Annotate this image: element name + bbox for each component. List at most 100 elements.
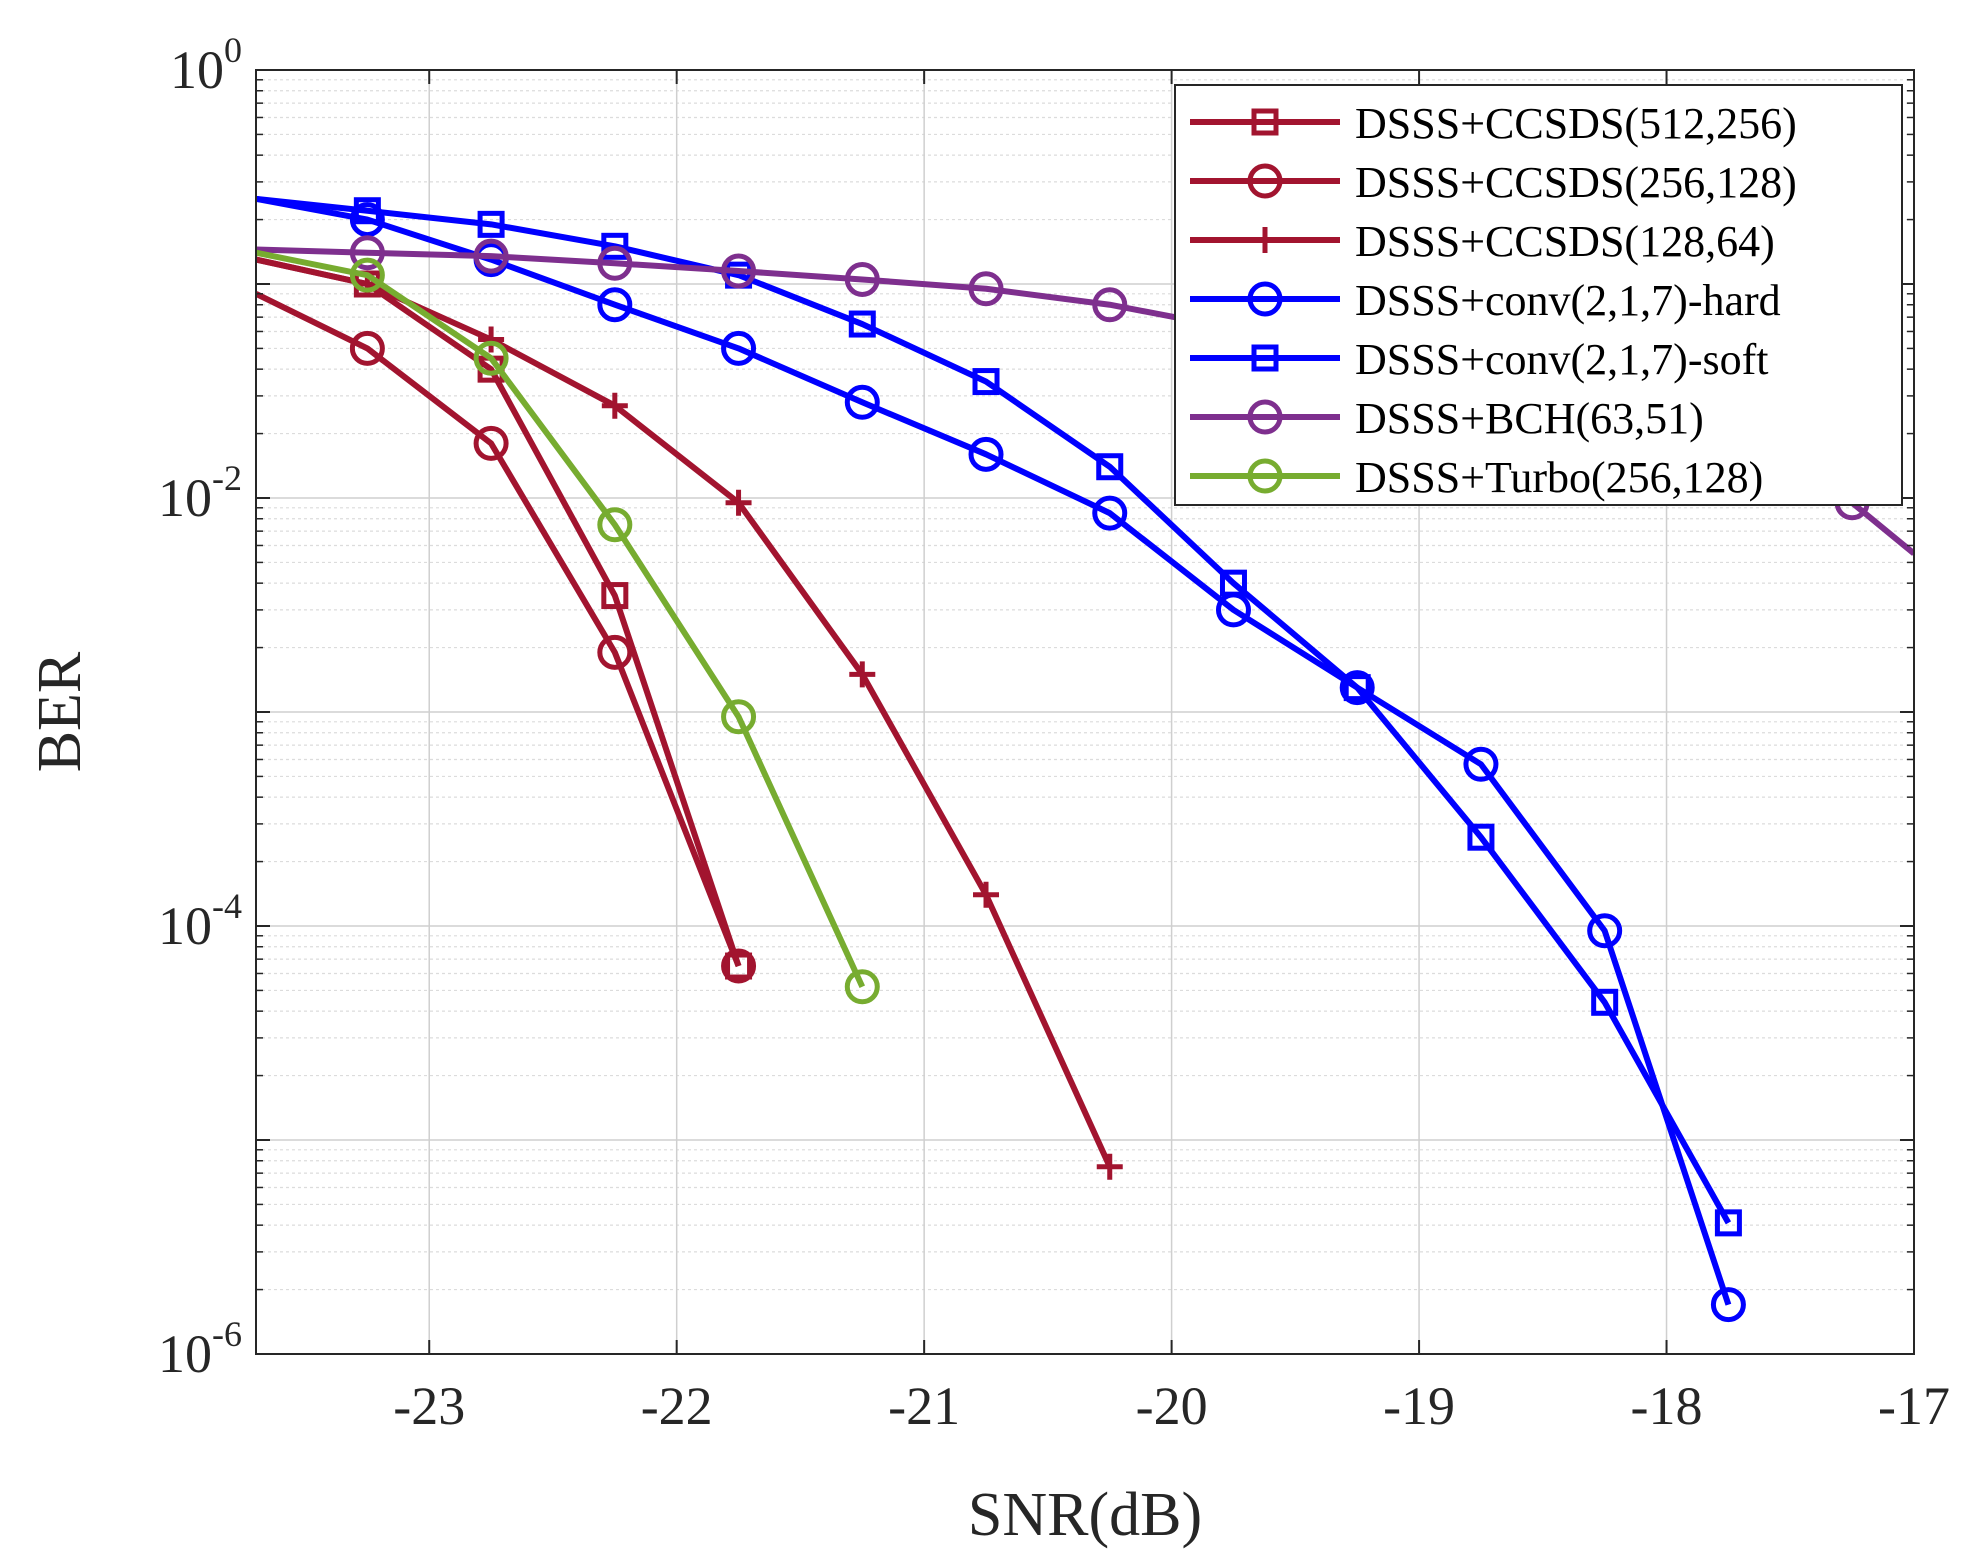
series-DSSS+conv(2,1,7)-soft: [256, 195, 1742, 1237]
series-line: [256, 195, 1732, 1225]
x-tick-label: -21: [888, 1376, 960, 1436]
x-tick-label: -23: [393, 1376, 465, 1436]
legend-entry: DSSS+conv(2,1,7)-soft: [1190, 335, 1769, 384]
data-point-square: [725, 952, 753, 980]
data-point-circle: [597, 245, 633, 281]
data-point-square: [1096, 453, 1124, 481]
tick-marks: [256, 69, 1915, 1355]
legend-label: DSSS+CCSDS(128,64): [1355, 217, 1775, 266]
data-point-circle: [1092, 287, 1128, 323]
data-point-circle: [1092, 495, 1128, 531]
y-tick-base: 10: [158, 1324, 212, 1384]
data-point-circle: [1247, 281, 1283, 317]
legend: DSSS+CCSDS(512,256) DSSS+CCSDS(256,128) DS…: [1174, 84, 1903, 506]
data-point-square: [1251, 108, 1279, 136]
data-point-circle: [597, 287, 633, 323]
legend-label: DSSS+conv(2,1,7)-hard: [1355, 276, 1781, 325]
data-point-square: [477, 210, 505, 238]
series-line: [256, 195, 1732, 1306]
data-point-square: [353, 197, 381, 225]
data-point-circle: [721, 948, 757, 984]
data-point-circle: [1247, 458, 1283, 494]
data-point-circle: [721, 253, 757, 289]
y-tick-exponent: -2: [212, 458, 242, 498]
data-point-square: [1219, 569, 1247, 597]
series-DSSS+Turbo(256,128): [256, 249, 880, 1005]
data-point-plus: [973, 881, 1000, 908]
data-point-circle: [844, 261, 880, 297]
data-point-circle: [721, 699, 757, 735]
data-point-square: [601, 582, 629, 610]
data-point-circle: [1339, 670, 1375, 706]
series-line: [256, 249, 866, 989]
data-point-plus: [849, 661, 876, 688]
data-point-circle: [473, 425, 509, 461]
legend-entry: DSSS+BCH(63,51): [1190, 394, 1704, 443]
data-point-circle: [968, 271, 1004, 307]
y-tick-exponent: -6: [212, 1314, 242, 1354]
legend-label: DSSS+CCSDS(512,256): [1355, 99, 1797, 148]
data-point-circle: [473, 238, 509, 274]
data-point-circle: [349, 330, 385, 366]
data-point-plus: [478, 326, 505, 353]
series-DSSS+CCSDS(256,128): [256, 291, 757, 984]
y-tick-base: 10: [158, 896, 212, 956]
data-point-circle: [1710, 1287, 1746, 1323]
data-point-circle: [1247, 163, 1283, 199]
x-tick-label: -18: [1631, 1376, 1703, 1436]
data-point-circle: [349, 235, 385, 271]
data-point-square: [601, 232, 629, 260]
data-point-circle: [1247, 399, 1283, 435]
data-point-square: [1714, 1209, 1742, 1237]
legend-label: DSSS+BCH(63,51): [1355, 394, 1704, 443]
series-group: [256, 195, 1914, 1323]
data-point-circle: [721, 330, 757, 366]
x-tick-label: -22: [641, 1376, 713, 1436]
legend-label: DSSS+conv(2,1,7)-soft: [1355, 335, 1769, 384]
legend-entry: DSSS+CCSDS(512,256): [1190, 99, 1797, 148]
data-point-circle: [597, 634, 633, 670]
legend-entry: DSSS+Turbo(256,128): [1190, 453, 1763, 502]
legend-entry: DSSS+CCSDS(256,128): [1190, 158, 1797, 207]
data-point-square: [972, 368, 1000, 396]
data-point-plus: [1096, 1153, 1123, 1180]
data-point-circle: [349, 257, 385, 293]
series-line: [256, 291, 742, 968]
data-point-plus: [725, 489, 752, 516]
data-point-circle: [473, 340, 509, 376]
data-point-square: [1251, 344, 1279, 372]
data-point-square: [848, 310, 876, 338]
legend-entry: DSSS+CCSDS(128,64): [1190, 217, 1775, 266]
data-point-circle: [1463, 746, 1499, 782]
legend-entry: DSSS+conv(2,1,7)-hard: [1190, 276, 1781, 325]
y-tick-label: 10-4: [158, 886, 242, 956]
y-axis-label: BER: [26, 651, 94, 772]
data-point-circle: [968, 436, 1004, 472]
x-tick-label: -19: [1383, 1376, 1455, 1436]
y-tick-label: 100: [170, 30, 242, 100]
y-tick-exponent: 0: [224, 30, 242, 70]
data-point-circle: [844, 969, 880, 1005]
data-point-square: [1343, 674, 1371, 702]
y-tick-label: 10-2: [158, 458, 242, 528]
legend-box: [1174, 84, 1903, 506]
data-point-circle: [1587, 913, 1623, 949]
data-point-circle: [844, 384, 880, 420]
x-tick-label: -17: [1878, 1376, 1950, 1436]
y-tick-base: 10: [170, 40, 224, 100]
x-tick-label: -20: [1136, 1376, 1208, 1436]
legend-label: DSSS+CCSDS(256,128): [1355, 158, 1797, 207]
series-DSSS+CCSDS(128,64): [256, 256, 1123, 1180]
data-point-plus: [601, 392, 628, 419]
data-point-square: [1591, 988, 1619, 1016]
data-point-circle: [349, 202, 385, 238]
y-tick-label: 10-6: [158, 1314, 242, 1384]
x-axis-label: SNR(dB): [968, 1481, 1202, 1549]
data-point-plus: [1252, 227, 1278, 253]
data-point-square: [1467, 823, 1495, 851]
legend-label: DSSS+Turbo(256,128): [1355, 453, 1763, 502]
series-line: [256, 256, 1113, 1168]
data-point-circle: [597, 507, 633, 543]
